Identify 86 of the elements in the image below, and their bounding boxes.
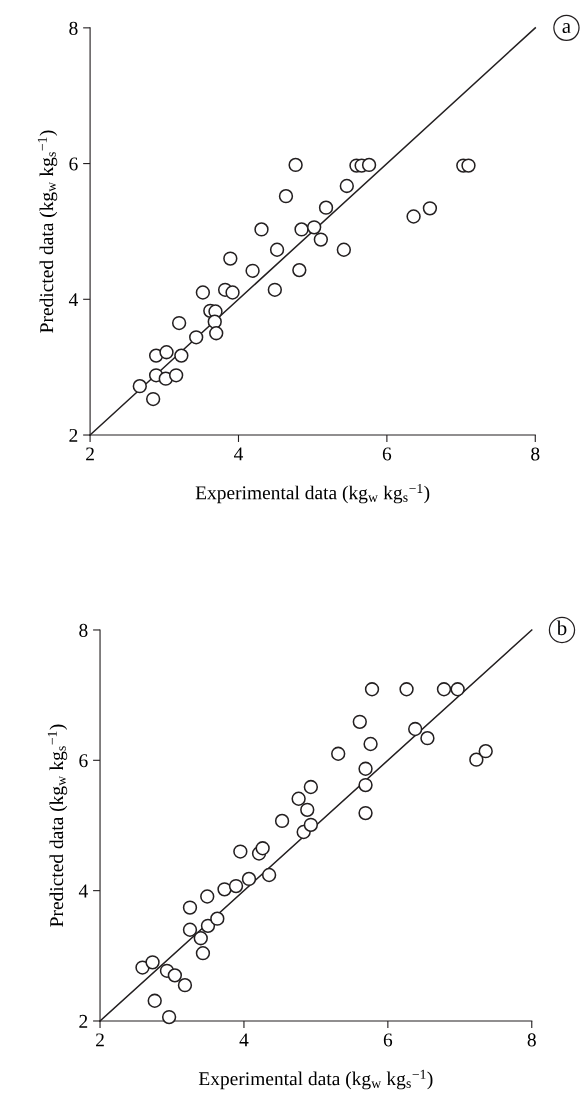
point	[358, 761, 373, 776]
point	[336, 242, 352, 257]
y-tick-label: 2	[79, 1014, 88, 1028]
point	[209, 326, 224, 341]
y-tick-label: 8	[69, 21, 78, 35]
x-tick-label: 8	[531, 447, 540, 461]
x-tick-label: 4	[239, 1033, 249, 1047]
point	[318, 200, 334, 215]
point	[450, 682, 465, 697]
point	[225, 285, 240, 300]
y-axis-title: Predicted data (kg$_{w}$ kg$_{s}$$^{−1}$)	[47, 724, 68, 927]
point	[478, 744, 493, 759]
point	[182, 922, 198, 937]
point	[245, 263, 260, 278]
point	[300, 802, 315, 818]
point	[189, 330, 204, 345]
point	[168, 368, 184, 383]
point	[361, 157, 377, 173]
x-tick-label: 2	[96, 1033, 104, 1047]
point	[339, 178, 354, 194]
point	[313, 232, 329, 247]
point	[363, 736, 378, 752]
x-tick-label: 6	[383, 1033, 393, 1047]
text: b	[556, 620, 567, 636]
point	[241, 871, 257, 887]
point	[182, 900, 198, 915]
point	[161, 1009, 177, 1025]
point	[233, 844, 248, 859]
point	[420, 730, 435, 746]
point	[200, 918, 216, 934]
point	[200, 889, 215, 904]
y-tick-label: 4	[78, 884, 88, 898]
point	[364, 682, 380, 697]
point	[358, 805, 373, 821]
point	[177, 977, 193, 993]
point	[292, 262, 307, 278]
point	[217, 882, 232, 897]
point	[228, 878, 244, 894]
point	[294, 222, 309, 237]
x-tick-label: 4	[234, 447, 244, 461]
point	[436, 682, 452, 697]
point	[145, 391, 161, 407]
y-axis-title: Predicted data (kg$_{w}$ kg$_{s}$$^{−1}$)	[37, 130, 58, 333]
point	[132, 378, 147, 394]
point	[261, 867, 277, 883]
point	[269, 242, 285, 257]
point	[358, 777, 373, 793]
point	[195, 946, 211, 961]
x-axis-title: Experimental data (kg$_{w}$ kg$_{s}$$^{−1}$)	[198, 1069, 433, 1090]
point	[147, 993, 162, 1008]
point	[274, 813, 290, 829]
y-tick-label: 6	[69, 157, 78, 171]
point	[303, 817, 319, 832]
point	[461, 158, 476, 173]
x-tick-label: 6	[382, 447, 392, 461]
point	[171, 315, 187, 331]
point	[399, 682, 414, 697]
point	[406, 209, 421, 224]
point	[278, 188, 294, 204]
point	[223, 251, 238, 266]
x-tick-label: 8	[527, 1033, 536, 1047]
point	[288, 157, 303, 173]
point	[291, 791, 306, 806]
point	[145, 955, 160, 970]
point	[267, 282, 283, 297]
point	[331, 746, 346, 761]
y-tick-label: 4	[68, 293, 78, 307]
point	[210, 911, 225, 926]
point	[352, 714, 367, 730]
point	[422, 201, 438, 216]
point	[167, 968, 183, 983]
y-tick-label: 8	[79, 623, 88, 637]
point	[255, 841, 270, 856]
point	[306, 220, 322, 235]
text: a	[562, 23, 571, 34]
y-tick-label: 2	[69, 428, 78, 442]
point	[303, 779, 319, 795]
point	[159, 345, 174, 360]
point	[254, 222, 269, 237]
y-tick-label: 6	[79, 754, 88, 768]
point	[408, 721, 423, 737]
point	[174, 348, 189, 363]
x-axis-title: Experimental data (kg$_{w}$ kg$_{s}$$^{−1}$)	[195, 483, 430, 504]
point	[193, 931, 208, 946]
point	[195, 285, 211, 300]
point	[469, 752, 484, 767]
